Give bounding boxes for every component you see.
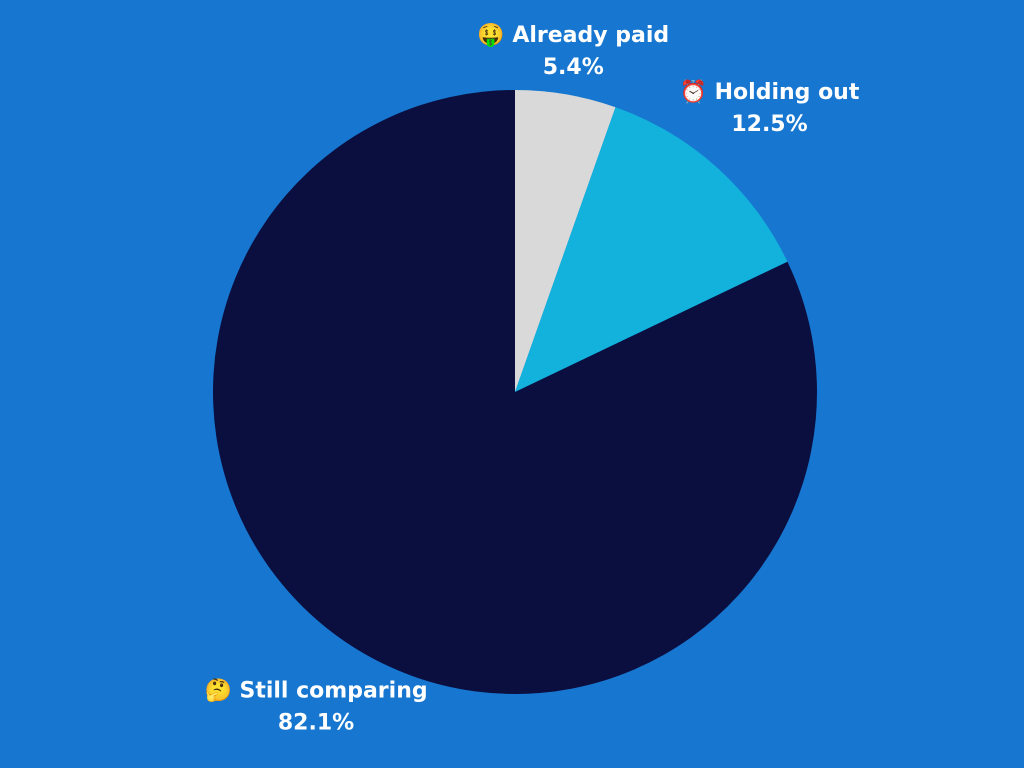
slice-value-label: 12.5% [731,112,807,137]
slice-label: 🤔 Still comparing [204,678,427,704]
pie-slice [515,90,616,392]
pie-slice [515,107,788,392]
slice-label: ⏰ Holding out [680,78,860,105]
slice-value-label: 5.4% [543,55,604,80]
pie-slice [212,90,817,694]
slice-label: 🤑 Already paid [477,22,669,48]
slice-value-label: 82.1% [278,711,354,736]
